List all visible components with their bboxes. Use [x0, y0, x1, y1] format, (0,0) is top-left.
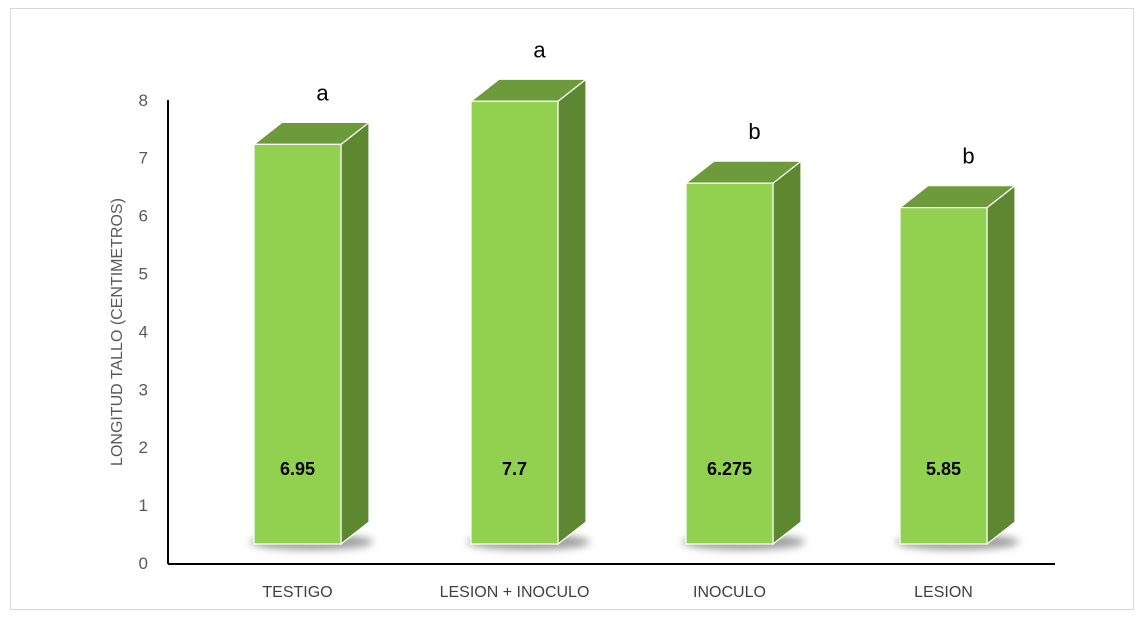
bar-side — [340, 121, 370, 546]
y-tick-label: 4 — [139, 322, 148, 341]
significance-letter: b — [748, 119, 760, 144]
x-tick-label: LESION + INOCULO — [440, 584, 590, 601]
x-tick-label: TESTIGO — [262, 584, 332, 601]
bar — [470, 100, 559, 545]
y-tick-label: 2 — [139, 438, 148, 457]
significance-letter: b — [962, 144, 974, 169]
bar — [685, 182, 774, 545]
data-label: 7.7 — [502, 459, 527, 479]
bar-group: 6.95 a — [250, 80, 373, 550]
bar-side — [986, 184, 1016, 546]
y-tick-label: 5 — [139, 265, 148, 284]
y-tick-label: 8 — [139, 91, 148, 110]
significance-letter: a — [533, 37, 546, 62]
bar-group: 6.275 b — [682, 119, 805, 550]
significance-letter: a — [316, 80, 329, 105]
y-tick-label: 0 — [139, 554, 148, 573]
y-tick-label: 6 — [139, 207, 148, 226]
bar-side — [772, 159, 802, 546]
y-axis-label: LONGITUD TALLO (CENTIMETROS) — [109, 198, 126, 466]
y-tick-label: 1 — [139, 496, 148, 515]
data-label: 6.95 — [280, 459, 315, 479]
y-tick-label: 7 — [139, 149, 148, 168]
bar-side — [557, 78, 587, 546]
y-tick-label: 3 — [139, 380, 148, 399]
x-tick-label: INOCULO — [693, 584, 766, 601]
data-label: 5.85 — [926, 459, 961, 479]
bar-group: 7.7 a — [467, 37, 590, 550]
bar-group: 5.85 b — [896, 144, 1019, 550]
data-label: 6.275 — [707, 459, 752, 479]
bar — [899, 207, 988, 545]
x-tick-label: LESION — [914, 584, 973, 601]
bar — [253, 143, 342, 545]
